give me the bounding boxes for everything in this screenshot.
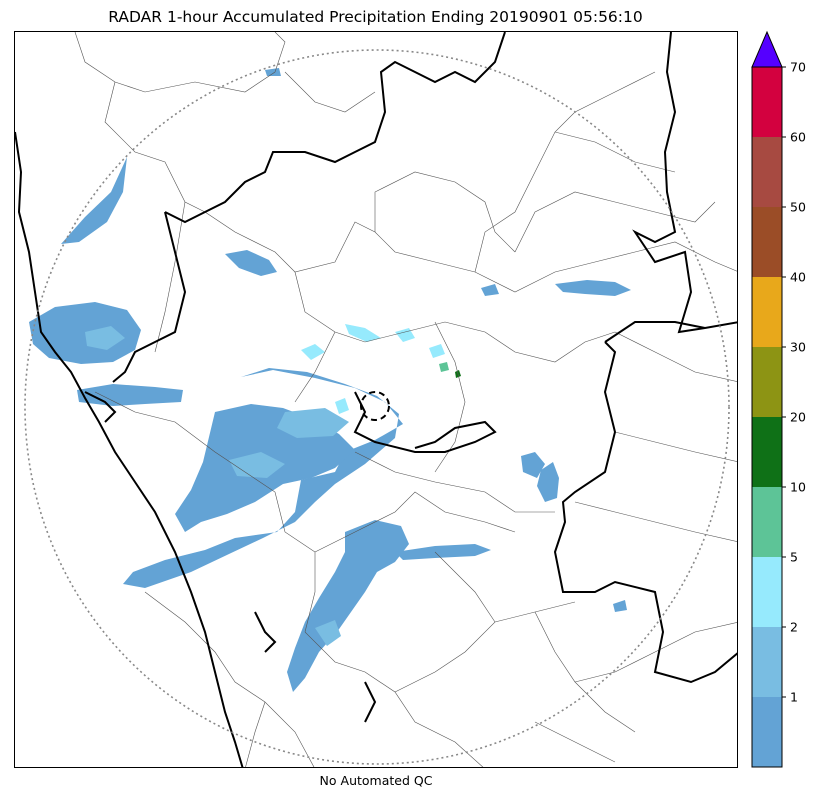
colorbar-tick-label: 5 [790,550,798,565]
precip-core-central [277,408,349,438]
state-boundary-south-island-1 [254,611,277,653]
west-coastline [15,131,244,767]
precip-core-bright-3 [345,324,381,342]
precip-core-bright-1 [335,398,349,414]
colorbar-bin [752,627,782,697]
precip-cell-central-main [123,368,403,588]
precip-cell-southeast-streak [395,544,491,560]
colorbar-overflow-outline [751,30,783,68]
colorbar: 1 2 5 10 20 30 40 50 60 70 [750,30,825,770]
colorbar-bin [752,417,782,487]
colorbar-tick-label: 70 [790,60,806,75]
state-boundary-north [164,32,506,224]
radar-site-marker [360,391,390,421]
state-boundary-central-west [112,211,187,383]
colorbar-tick-label: 2 [790,620,798,635]
state-boundary-east-inner [553,341,737,684]
precip-cell-west-coast [29,302,141,364]
precip-core-bright-2 [301,344,325,360]
precip-cell-top [265,68,281,76]
state-boundary-south-island-2 [364,681,377,723]
radar-range-ring [24,49,730,765]
precip-cell-northeast-speck [481,284,499,296]
map-title: RADAR 1-hour Accumulated Precipitation E… [108,8,643,26]
precip-core-bright-4 [395,328,415,342]
colorbar-tick-label: 50 [790,200,806,215]
state-boundary-east [632,32,737,334]
colorbar-tick-label: 30 [790,340,806,355]
state-boundaries [15,32,737,767]
state-boundary-coast-notch [84,391,117,423]
precip-core-bright-5 [429,344,445,358]
colorbar-tick-label: 60 [790,130,806,145]
colorbar-tick-label: 40 [790,270,806,285]
colorbar-tick-label: 10 [790,480,806,495]
colorbar-bin [752,137,782,207]
precip-cell-east-patch [521,452,545,478]
colorbar-bin [752,347,782,417]
colorbar-bins [752,67,782,767]
colorbar-bin [752,697,782,767]
precip-cell-southeast-speck [613,600,627,612]
map-canvas [15,32,737,767]
colorbar-tick-label: 1 [790,690,798,705]
colorbar-canvas: 1 2 5 10 20 30 40 50 60 70 [751,30,806,768]
precip-cell-north-small [225,250,277,276]
colorbar-overflow-triangle [752,32,782,67]
precip-cell-east-vertical [537,462,559,502]
state-boundary-east-upper [604,321,706,343]
colorbar-bin [752,277,782,347]
state-boundary-mid [353,391,497,453]
precipitation-layer [29,68,631,692]
precip-core-central-2 [229,452,285,478]
colorbar-bin [752,67,782,137]
colorbar-bin [752,207,782,277]
precip-cell-east-north [555,280,631,296]
radar-map[interactable] [14,31,738,768]
qc-note: No Automated QC [319,773,433,788]
precip-cell-northwest-streak [61,157,127,244]
colorbar-ticks: 1 2 5 10 20 30 40 50 60 70 [782,60,806,705]
colorbar-tick-label: 20 [790,410,806,425]
precip-core-west [85,326,125,350]
colorbar-bin [752,487,782,557]
district-boundaries [74,32,737,767]
precip-core-green [439,362,449,372]
precip-core-south [315,620,341,646]
colorbar-bin [752,557,782,627]
precip-cell-south-band [287,520,409,692]
